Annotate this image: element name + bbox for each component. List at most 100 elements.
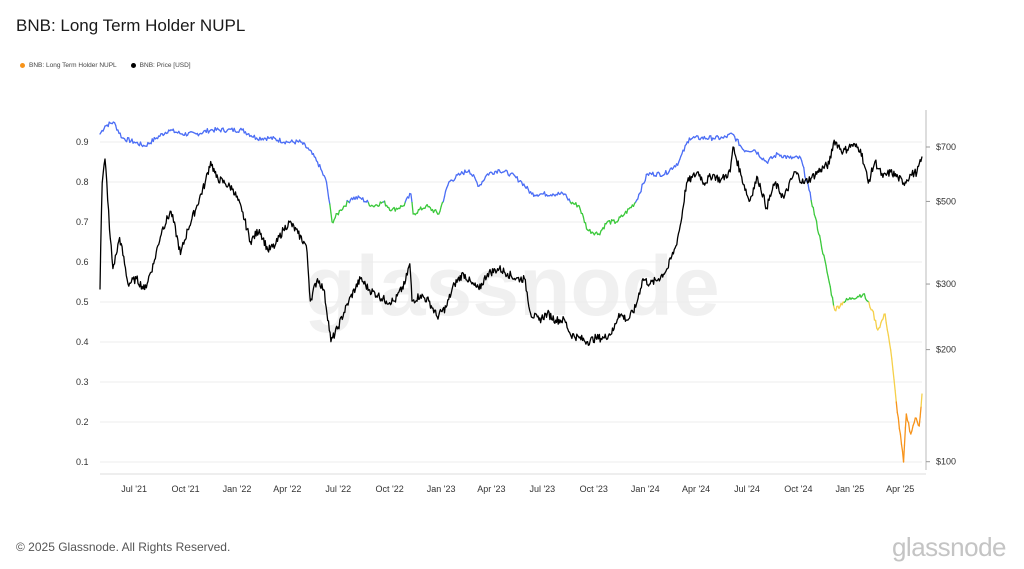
x-tick-label: Apr '23 [477,484,505,494]
legend-label-nupl: BNB: Long Term Holder NUPL [29,62,117,69]
y-left-tick-label: 0.8 [76,177,89,187]
y-left-tick-label: 0.6 [76,257,89,267]
nupl-line-segment [330,212,333,223]
y-left-tick-label: 0.9 [76,137,89,147]
nupl-line-segment [442,196,446,203]
x-tick-label: Jul '21 [121,484,147,494]
nupl-line-segment [913,417,916,424]
nupl-line-segment [884,313,887,324]
nupl-line-segment [582,216,586,224]
nupl-line-segment [516,176,519,183]
nupl-line-segment [439,205,442,212]
y-right-tick-label: $300 [936,279,956,289]
nupl-line-segment [408,192,411,199]
nupl-line-segment [907,422,911,432]
legend-item-price[interactable]: BNB: Price [USD] [130,62,191,69]
nupl-line-segment [828,281,831,288]
nupl-line-segment [334,212,337,219]
nupl-line-segment [815,220,819,231]
nupl-line-segment [911,424,914,432]
watermark: glassnode [304,239,719,333]
nupl-line-segment [819,235,822,243]
nupl-line-segment [476,181,479,188]
nupl-line-segment [832,305,836,311]
nupl-line-segment [337,210,341,216]
nupl-line-segment [885,322,888,331]
nupl-line-segment [325,181,329,191]
nupl-line-segment [329,203,332,214]
nupl-line-segment [812,206,816,216]
nupl-line-segment [905,413,909,422]
y-left-tick-label: 0.1 [76,457,89,467]
x-tick-label: Jan '25 [835,484,864,494]
nupl-line-segment [827,276,830,283]
nupl-line-segment [918,416,921,427]
nupl-line-segment [888,342,892,351]
nupl-line-segment [874,319,878,329]
x-tick-label: Apr '25 [886,484,914,494]
x-tick-label: Jul '23 [529,484,555,494]
nupl-line-segment [683,145,686,152]
nupl-line-segment [603,222,606,230]
nupl-line-segment [609,219,613,225]
nupl-line-segment [882,313,885,320]
nupl-line-segment [803,167,806,178]
nupl-line-segment [279,137,282,144]
nupl-line-segment [825,264,828,273]
x-tick-label: Oct '24 [784,484,812,494]
nupl-line-segment [468,169,471,175]
x-tick-label: Oct '22 [376,484,404,494]
nupl-line-segment [823,254,826,262]
nupl-line-segment [896,411,900,419]
nupl-line-segment [920,393,923,408]
nupl-line-segment [640,183,643,193]
nupl-line-segment [879,322,882,328]
nupl-line-segment [897,417,901,430]
y-right-tick-label: $100 [936,457,956,467]
y-right-tick-label: $500 [936,196,956,206]
y-right-tick-label: $700 [936,142,956,152]
x-tick-label: Jan '22 [223,484,252,494]
y-left-tick-label: 0.5 [76,297,89,307]
nupl-line-segment [887,334,891,344]
nupl-line-segment [891,358,894,371]
nupl-line-segment [319,164,322,170]
legend-label-price: BNB: Price [USD] [139,62,191,69]
nupl-line-segment [626,208,629,214]
nupl-line-segment [324,177,328,183]
nupl-line-segment [898,428,902,435]
nupl-line-segment [125,137,129,143]
y-left-tick-label: 0.2 [76,417,89,427]
nupl-line-segment [826,271,829,278]
nupl-line-segment [345,199,348,207]
nupl-line-segment [801,160,804,166]
nupl-line-segment [584,222,588,230]
nupl-line-segment [107,121,110,128]
nupl-line-segment [506,170,509,176]
nupl-line-segment [443,190,447,198]
nupl-line-segment [579,208,582,214]
nupl-line-segment [820,241,823,250]
nupl-line-segment [809,191,812,202]
y-right-tick-label: $200 [936,345,956,355]
nupl-line-segment [872,311,876,321]
nupl-line-segment [919,405,922,418]
nupl-line-segment [119,132,122,139]
nupl-line-segment [737,138,740,147]
legend: BNB: Long Term Holder NUPL BNB: Price [U… [20,62,191,69]
legend-item-nupl[interactable]: BNB: Long Term Holder NUPL [20,62,117,69]
nupl-line-segment [321,170,324,176]
x-tick-label: Jan '23 [427,484,456,494]
nupl-line-segment [326,189,330,199]
nupl-line-segment [383,200,387,207]
nupl-line-segment [886,329,890,337]
gridlines [100,141,922,463]
nupl-line-segment [807,183,810,191]
x-tick-label: Apr '24 [682,484,710,494]
legend-marker-nupl [20,63,25,68]
y-left-tick-label: 0.7 [76,217,89,227]
nupl-line-segment [816,229,820,235]
x-tick-label: Jul '22 [325,484,351,494]
nupl-line-segment [410,193,413,204]
